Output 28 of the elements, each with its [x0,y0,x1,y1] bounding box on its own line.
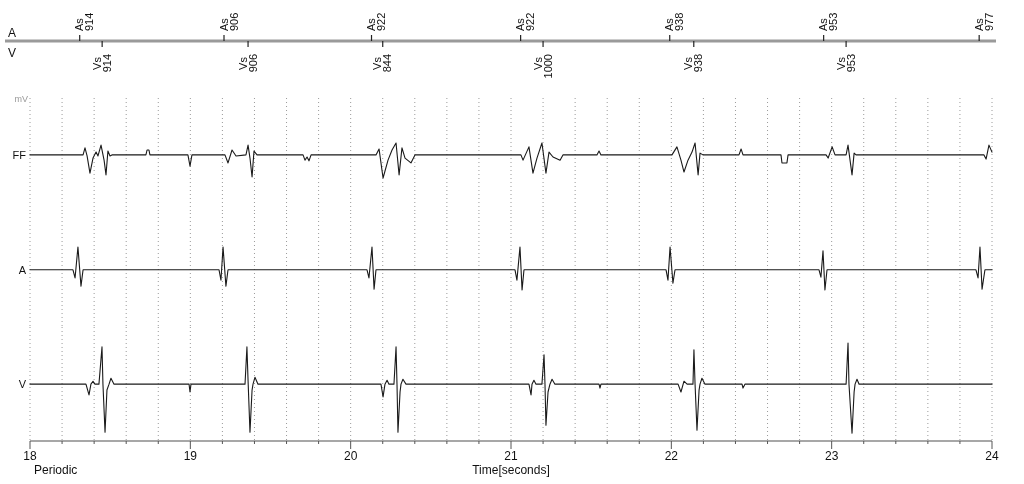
text: V [8,46,17,60]
annotation: Vs 938 [682,54,705,73]
annotation: As 922 [514,12,537,31]
annotation: Vs 914 [90,54,113,73]
annotation: As 906 [217,12,240,31]
x-axis-title: Time[seconds] [472,463,550,477]
annotation: Vs 1000 [531,54,554,79]
annotation: As 953 [817,12,840,31]
annotation: As 977 [972,12,995,31]
x-tick-label: 19 [183,449,198,463]
annotation: As 922 [365,12,388,31]
annotation: Vs 906 [236,54,259,73]
x-tick-label: 18 [23,449,37,463]
x-tick-label: 20 [343,449,358,463]
text: A [8,26,17,40]
x-tick-label: 23 [824,449,839,463]
x-tick-label: 24 [985,449,999,463]
series-label: V [18,378,27,391]
annotation: As 914 [73,12,96,31]
annotation: As 938 [663,12,686,31]
annotation: Vs 953 [834,54,857,73]
x-tick-label: 21 [504,449,518,463]
series-label: FF [12,148,27,161]
annotation: Vs 844 [371,54,394,73]
y-axis-title: mV [14,94,28,104]
x-tick-label: 22 [664,449,679,463]
series-label: A [18,263,27,276]
text: Periodic [34,463,78,477]
